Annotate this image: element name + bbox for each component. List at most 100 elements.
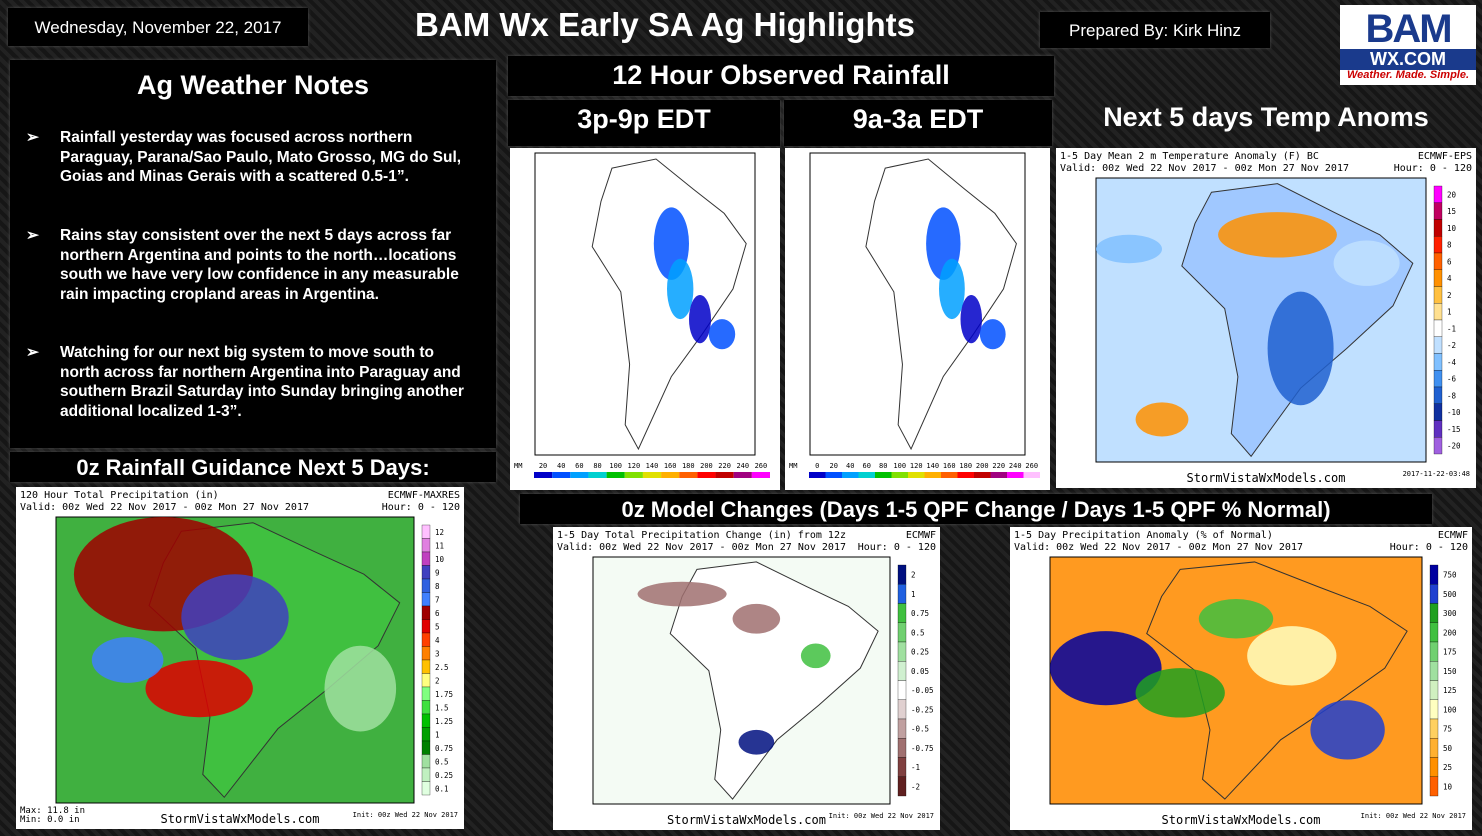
- obs-sub-title: 3p-9p EDT: [577, 104, 711, 134]
- colorbar-label: 20: [539, 462, 547, 470]
- colorbar-label: 8: [1447, 241, 1452, 250]
- colorbar-swatch: [1433, 202, 1443, 220]
- colorbar-swatch: [825, 472, 842, 478]
- colorbar-swatch: [421, 740, 431, 755]
- logo-tagline: Weather. Made. Simple.: [1346, 69, 1470, 81]
- colorbar-label: 180: [682, 462, 695, 470]
- colorbar-label: -15: [1447, 425, 1461, 434]
- colorbar-swatch: [421, 524, 431, 539]
- colorbar-label: 160: [664, 462, 677, 470]
- colorbar-label: 220: [992, 462, 1005, 470]
- colorbar-label: 60: [575, 462, 583, 470]
- colorbar-swatch: [897, 757, 907, 777]
- colorbar-swatch: [421, 659, 431, 674]
- colorbar-label: 10: [435, 555, 445, 564]
- map-init: Init: 00z Wed 22 Nov 2017: [353, 811, 458, 819]
- colorbar-swatch: [679, 472, 698, 478]
- colorbar-label: -20: [1447, 442, 1461, 451]
- colorbar-swatch: [842, 472, 859, 478]
- colorbar-label: 5: [435, 622, 440, 631]
- colorbar-swatch: [1433, 370, 1443, 388]
- changes-title: 0z Model Changes (Days 1-5 QPF Change / …: [621, 497, 1331, 522]
- colorbar-label: 1: [911, 590, 916, 599]
- colorbar-swatch: [421, 673, 431, 688]
- colorbar-label: 260: [755, 462, 768, 470]
- colorbar-swatch: [1433, 403, 1443, 421]
- map-shading: [1198, 598, 1274, 639]
- map-hour: Hour: 0 - 120: [1394, 163, 1472, 174]
- colorbar-swatch: [1429, 603, 1439, 623]
- map-shading: [800, 643, 831, 669]
- map-hour: Hour: 0 - 120: [858, 542, 936, 553]
- colorbar-swatch: [534, 472, 553, 478]
- colorbar-label: 1: [435, 730, 440, 739]
- colorbar-label: 15: [1447, 207, 1456, 216]
- colorbar-label: 220: [718, 462, 731, 470]
- map-title: 1-5 Day Precipitation Anomaly (% of Norm…: [1014, 530, 1273, 541]
- map-shading: [1218, 212, 1337, 258]
- colorbar-label: 500: [1443, 590, 1457, 599]
- colorbar-swatch: [897, 680, 907, 700]
- colorbar-swatch: [1429, 757, 1439, 777]
- map-title: 1-5 Day Mean 2 m Temperature Anomaly (F)…: [1060, 151, 1319, 162]
- colorbar-swatch: [421, 754, 431, 769]
- map-title: 120 Hour Total Precipitation (in): [20, 490, 219, 501]
- map-shading: [732, 603, 781, 634]
- colorbar-swatch: [897, 641, 907, 662]
- colorbar-label: 0: [815, 462, 819, 470]
- colorbar-swatch: [733, 472, 752, 478]
- colorbar-swatch: [957, 472, 974, 478]
- colorbar-swatch: [1429, 622, 1439, 643]
- colorbar-label: 6: [435, 609, 440, 618]
- colorbar-swatch: [421, 686, 431, 701]
- map-valid: Valid: 00z Wed 22 Nov 2017 - 00z Mon 27 …: [557, 542, 846, 553]
- colorbar-swatch: [1429, 680, 1439, 700]
- colorbar-label: 260: [1025, 462, 1038, 470]
- map-model: ECMWF-MAXRES: [388, 490, 460, 501]
- obs-sub-title: 9a-3a EDT: [852, 104, 984, 134]
- map-shading: [1135, 402, 1189, 437]
- colorbar-label: -0.25: [911, 705, 934, 714]
- map-init: Init: 00z Wed 22 Nov 2017: [1361, 812, 1466, 820]
- weather-map: 120 Hour Total Precipitation (in) ECMWF-M…: [16, 487, 464, 829]
- colorbar-label: -0.75: [911, 744, 934, 753]
- colorbar-swatch: [1429, 699, 1439, 720]
- colorbar-label: 160: [943, 462, 956, 470]
- note-text: Rains stay consistent over the next 5 da…: [60, 227, 459, 303]
- map-model: ECMWF-EPS: [1418, 151, 1472, 162]
- guidance-bar: [10, 452, 496, 482]
- colorbar-swatch: [1429, 584, 1439, 604]
- colorbar-swatch: [421, 646, 431, 661]
- logo: BAM WX.COM Weather. Made. Simple.: [1340, 5, 1476, 85]
- colorbar-swatch: [421, 538, 431, 553]
- colorbar-swatch: [552, 472, 571, 478]
- prepared-box: [1040, 12, 1270, 48]
- colorbar-label: -2: [1447, 341, 1456, 350]
- colorbar-swatch: [1433, 386, 1443, 404]
- map-area: [534, 152, 756, 456]
- date-box: [8, 8, 308, 46]
- weather-map: 1-5 Day Mean 2 m Temperature Anomaly (F)…: [1056, 148, 1476, 488]
- colorbar-swatch: [421, 605, 431, 620]
- colorbar-label: 300: [1443, 609, 1457, 618]
- colorbar-swatch: [421, 632, 431, 647]
- colorbar-label: 0.25: [911, 648, 929, 657]
- colorbar-label: 7: [435, 595, 440, 604]
- colorbar-label: 0.75: [435, 744, 453, 753]
- colorbar-swatch: [897, 564, 907, 585]
- colorbar-label: 50: [1443, 744, 1453, 753]
- colorbar-label: 3: [435, 649, 440, 658]
- colorbar-swatch: [1429, 776, 1439, 797]
- colorbar-label: 11: [435, 541, 444, 550]
- colorbar-label: 20: [1447, 190, 1457, 199]
- colorbar-swatch: [1433, 420, 1443, 438]
- note-item: ➢ Rainfall yesterday was focused across n…: [26, 128, 466, 187]
- map-init: Init: 00z Wed 22 Nov 2017: [829, 812, 934, 820]
- map-shading: [1247, 626, 1337, 686]
- bullet-icon: ➢: [26, 344, 39, 361]
- colorbar-label: 0.75: [911, 609, 929, 618]
- prepared-by: Prepared By: Kirk Hinz: [1069, 21, 1241, 40]
- obs-bar: [508, 56, 1054, 96]
- colorbar-label: 75: [1443, 725, 1452, 734]
